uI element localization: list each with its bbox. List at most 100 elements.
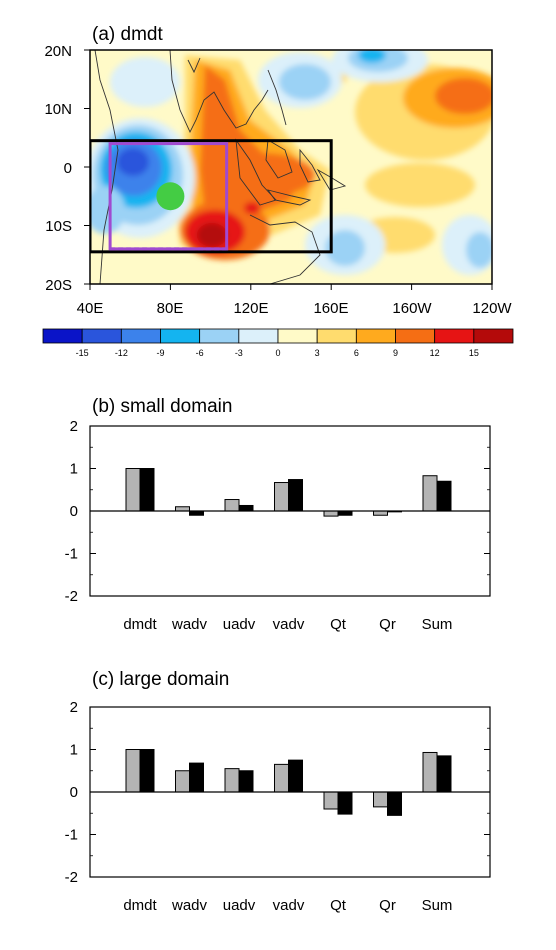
- colorbar: -15 -12 -9 -6 -3 0 3 6 9 12 15: [42, 328, 514, 358]
- y-tick-label: 2: [70, 699, 78, 716]
- map-field: [90, 50, 492, 284]
- colorbar-cell: [355, 328, 396, 344]
- colorbar-cell: [434, 328, 475, 344]
- colorbar-cell: [120, 328, 161, 344]
- bar-chart-large-domain: 2 1 0 -1 -2 dmdt wadv uadv vadv Qt Qr Sum: [65, 699, 491, 914]
- colorbar-cell: [160, 328, 201, 344]
- colorbar-tick-label: -9: [156, 348, 164, 358]
- y-tick-label: 0: [70, 784, 78, 801]
- colorbar-cell: [395, 328, 436, 344]
- bar: [323, 791, 339, 810]
- lat-label: 0: [64, 160, 72, 177]
- bar: [175, 770, 190, 793]
- colorbar-cell: [238, 328, 279, 344]
- x-category-label: Qr: [379, 897, 396, 914]
- colorbar-cells: [42, 328, 514, 344]
- x-category-label: wadv: [171, 616, 208, 633]
- coast-java: [266, 189, 312, 206]
- x-category-label: wadv: [171, 897, 208, 914]
- bar: [189, 510, 204, 516]
- colorbar-cell: [277, 328, 318, 344]
- y-tick-label: 2: [70, 418, 78, 435]
- map-panel: 20N 10N 0 10S 20S 40E 80E 120E 160E 160W: [44, 43, 512, 317]
- bar: [224, 499, 240, 512]
- x-category-label: uadv: [223, 897, 256, 914]
- colorbar-tick-label: -6: [196, 348, 204, 358]
- large-domain-box: [90, 139, 333, 254]
- colorbar-tick-label: 6: [354, 348, 359, 358]
- bar: [422, 475, 438, 512]
- y-tick-label: -1: [65, 546, 78, 563]
- colorbar-tick-label: 3: [315, 348, 320, 358]
- map-lat-ticks: [84, 49, 493, 290]
- x-category-label: Sum: [422, 897, 453, 914]
- colorbar-cell: [42, 328, 83, 344]
- bar: [274, 482, 289, 512]
- bar: [238, 504, 254, 512]
- x-category-label: vadv: [273, 616, 305, 633]
- x-category-label: Sum: [422, 616, 453, 633]
- y-tick-label: 0: [70, 503, 78, 520]
- lon-label: 120E: [233, 300, 268, 317]
- bar: [422, 751, 438, 793]
- colorbar-tick-label: 9: [393, 348, 398, 358]
- y-tick-label: 1: [70, 461, 78, 478]
- colorbar-tick-label: -3: [235, 348, 243, 358]
- x-category-label: Qt: [330, 897, 347, 914]
- bar: [337, 791, 353, 815]
- colorbar-cell: [199, 328, 240, 344]
- lon-label: 160W: [392, 300, 432, 317]
- colorbar-cell: [81, 328, 122, 344]
- bar: [139, 749, 155, 793]
- colorbar-cell: [473, 328, 514, 344]
- y-tick-label: -2: [65, 588, 78, 605]
- colorbar-tick-label: -15: [76, 348, 89, 358]
- bar: [387, 791, 402, 816]
- x-category-label: vadv: [273, 897, 305, 914]
- bar: [224, 768, 240, 793]
- lat-label: 20N: [44, 43, 72, 60]
- bar: [274, 763, 289, 793]
- coast-sulawesi: [299, 148, 321, 183]
- coast-borneo: [265, 139, 293, 179]
- x-category-label: uadv: [223, 616, 256, 633]
- x-category-label: dmdt: [123, 616, 157, 633]
- colorbar-tick-label: 12: [430, 348, 440, 358]
- bar: [238, 770, 254, 793]
- lon-label: 80E: [157, 300, 184, 317]
- colorbar-tick-label: -12: [115, 348, 128, 358]
- lat-label: 20S: [45, 277, 72, 294]
- bar: [288, 479, 303, 512]
- x-category-label: Qt: [330, 616, 347, 633]
- bar: [175, 506, 190, 512]
- coastlines: [94, 50, 347, 284]
- colorbar-tick-label: 15: [469, 348, 479, 358]
- coast-newguinea: [316, 168, 347, 191]
- coast-asia: [169, 50, 269, 134]
- bar: [373, 510, 388, 516]
- bar: [436, 480, 452, 512]
- bar: [337, 510, 353, 516]
- bar: [323, 510, 339, 517]
- bar: [125, 468, 141, 512]
- x-category-label: Qr: [379, 616, 396, 633]
- coast-philippines: [267, 69, 287, 126]
- panel-a-title: (a) dmdt: [92, 24, 163, 45]
- lon-label: 120W: [472, 300, 512, 317]
- bar: [139, 468, 155, 512]
- colorbar-cell: [316, 328, 357, 344]
- lat-label: 10N: [44, 101, 72, 118]
- colorbar-labels: -15 -12 -9 -6 -3 0 3 6 9 12 15: [76, 348, 479, 358]
- panel-c-title: (c) large domain: [92, 669, 229, 690]
- bar: [436, 755, 452, 793]
- bar: [189, 762, 204, 793]
- lon-label: 160E: [313, 300, 348, 317]
- y-tick-label: -2: [65, 869, 78, 886]
- y-tick-label: -1: [65, 827, 78, 844]
- coast-india: [187, 57, 201, 74]
- bar: [288, 759, 303, 793]
- x-category-label: dmdt: [123, 897, 157, 914]
- y-tick-label: 1: [70, 742, 78, 759]
- colorbar-tick-label: 0: [275, 348, 280, 358]
